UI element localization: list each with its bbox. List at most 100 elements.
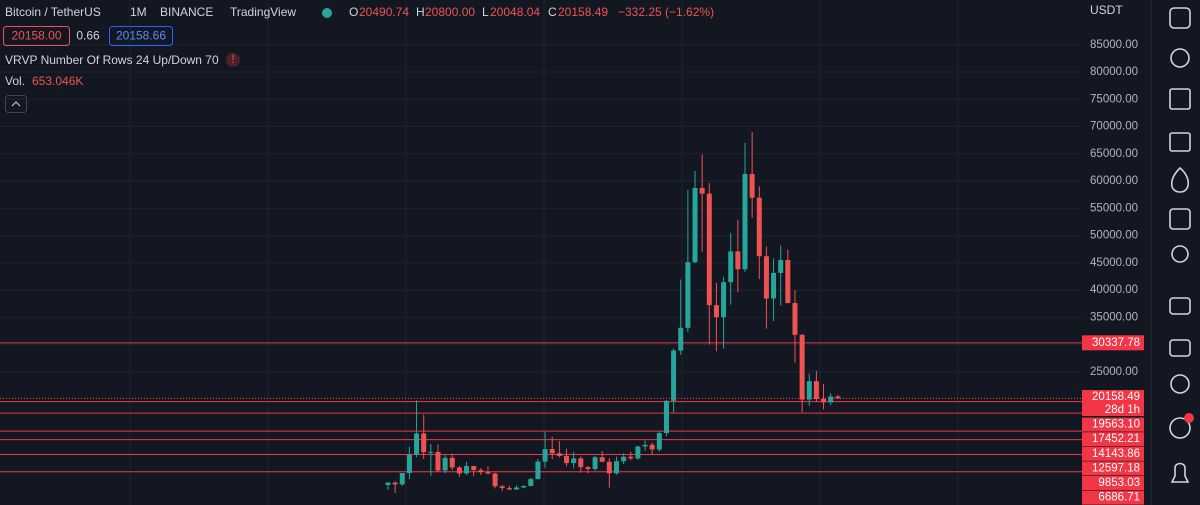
close-value: 20158.49 bbox=[558, 5, 608, 19]
video-icon[interactable] bbox=[1169, 417, 1191, 439]
candle-body bbox=[542, 449, 548, 462]
level-label: 12597.18 bbox=[1092, 462, 1140, 474]
candle-body bbox=[485, 472, 491, 474]
y-tick-label: 70000.00 bbox=[1090, 121, 1138, 133]
volume-value: 653.046K bbox=[32, 74, 83, 88]
candle-body bbox=[435, 451, 441, 471]
currency[interactable]: USDT bbox=[1090, 3, 1123, 17]
source: TradingView bbox=[230, 5, 296, 19]
candle-body bbox=[556, 453, 562, 456]
high-letter: H bbox=[416, 5, 425, 19]
low-value: 20048.04 bbox=[490, 5, 540, 19]
candle-body bbox=[492, 473, 498, 487]
candle-body bbox=[514, 487, 520, 490]
candle-body bbox=[685, 262, 691, 328]
level-label-box bbox=[1082, 335, 1144, 351]
messages-icon[interactable] bbox=[1169, 339, 1191, 357]
change: −332.25 (−1.62%) bbox=[618, 5, 714, 19]
symbol: Bitcoin / TetherUS bbox=[5, 5, 101, 19]
alert-icon[interactable] bbox=[1170, 48, 1190, 68]
y-tick-label: 50000.00 bbox=[1090, 230, 1138, 242]
candle-body bbox=[549, 449, 555, 454]
level-label-box bbox=[1082, 490, 1144, 505]
candle-body bbox=[785, 260, 791, 304]
calendar-icon[interactable] bbox=[1169, 208, 1191, 230]
y-tick-label: 35000.00 bbox=[1090, 311, 1138, 323]
notification-dot bbox=[1184, 413, 1194, 423]
indicator: VRVP Number Of Rows 24 Up/Down 70 bbox=[5, 53, 219, 67]
close-letter: C bbox=[548, 5, 557, 19]
bid: 20158.00 bbox=[11, 29, 61, 43]
ideas-icon[interactable] bbox=[1171, 245, 1189, 263]
y-tick-label: 40000.00 bbox=[1090, 284, 1138, 296]
notifications-icon[interactable] bbox=[1170, 462, 1190, 483]
candle-body bbox=[414, 433, 420, 455]
sidebar-icons[interactable] bbox=[1169, 7, 1191, 483]
streams-icon[interactable] bbox=[1170, 374, 1190, 394]
candle-body bbox=[799, 334, 805, 400]
candle-body bbox=[599, 457, 605, 462]
candle-body bbox=[613, 461, 619, 474]
candle-body bbox=[813, 381, 819, 399]
candle-body bbox=[521, 485, 527, 488]
hotlist-icon[interactable] bbox=[1170, 166, 1190, 193]
candle-body bbox=[828, 396, 834, 403]
candle-body bbox=[578, 458, 584, 468]
candle-body bbox=[471, 466, 477, 471]
level-label-box bbox=[1082, 476, 1144, 490]
market-status[interactable] bbox=[322, 8, 332, 18]
candle-body bbox=[835, 396, 841, 399]
spread: 0.66 bbox=[76, 29, 100, 43]
last-price-label-box bbox=[1082, 390, 1144, 404]
candle-body bbox=[756, 197, 762, 257]
ask-box[interactable] bbox=[109, 26, 173, 46]
level-label: 17452.21 bbox=[1092, 433, 1140, 445]
level-label: 14143.86 bbox=[1092, 448, 1140, 460]
candle-body bbox=[399, 473, 405, 485]
candle-body bbox=[392, 482, 398, 485]
candle-body bbox=[406, 454, 412, 474]
countdown-label-box bbox=[1082, 404, 1144, 416]
candle-body bbox=[635, 446, 641, 459]
level-label-box bbox=[1082, 446, 1144, 461]
legend: Bitcoin / TetherUS 1M BINANCE TradingVie… bbox=[3, 3, 1123, 113]
level-label: 30337.78 bbox=[1092, 337, 1140, 349]
candle-body bbox=[442, 457, 448, 471]
y-tick-label: 75000.00 bbox=[1090, 93, 1138, 105]
candle-body bbox=[499, 486, 505, 489]
candle-body bbox=[771, 272, 777, 299]
collapse-button[interactable] bbox=[5, 95, 27, 113]
candle-body bbox=[535, 461, 541, 480]
news-icon[interactable] bbox=[1169, 88, 1191, 110]
candle-body bbox=[763, 256, 769, 299]
candle-body bbox=[528, 479, 534, 486]
candle-body bbox=[421, 433, 427, 453]
candle-body bbox=[478, 470, 484, 473]
y-tick-label: 80000.00 bbox=[1090, 66, 1138, 78]
interval: 1M bbox=[130, 5, 147, 19]
candle-body bbox=[663, 400, 669, 434]
level-label: 6686.71 bbox=[1098, 492, 1140, 504]
y-tick-label: 85000.00 bbox=[1090, 39, 1138, 51]
candle-body bbox=[749, 173, 755, 198]
candle-body bbox=[564, 455, 569, 464]
candle-body bbox=[692, 187, 698, 263]
candle-body bbox=[656, 433, 662, 450]
ask: 20158.66 bbox=[116, 29, 166, 43]
candle-body bbox=[735, 251, 741, 270]
indicator-warning[interactable] bbox=[226, 53, 240, 67]
chats-icon[interactable] bbox=[1169, 297, 1191, 315]
candle-body bbox=[592, 457, 598, 470]
candle-body bbox=[464, 466, 470, 474]
watchlist-icon[interactable] bbox=[1169, 7, 1191, 29]
bid-box[interactable] bbox=[3, 26, 70, 46]
candle-body bbox=[606, 461, 612, 474]
candle-body bbox=[649, 444, 655, 450]
candle-body bbox=[728, 251, 734, 283]
data-window-icon[interactable] bbox=[1169, 132, 1191, 152]
candle-body bbox=[821, 398, 827, 403]
low-letter: L bbox=[482, 5, 489, 19]
level-label: 19563.10 bbox=[1092, 419, 1140, 431]
candle-body bbox=[792, 303, 798, 335]
